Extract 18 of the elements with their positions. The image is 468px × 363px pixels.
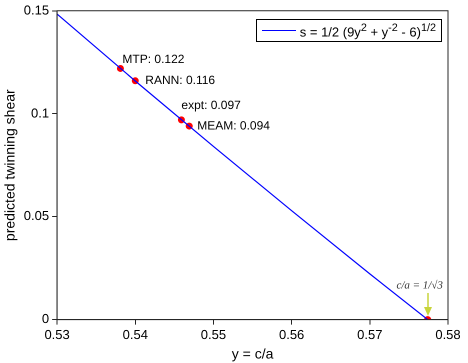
x-tick-label: 0.58 bbox=[435, 326, 461, 342]
data-label: RANN: 0.116 bbox=[145, 73, 216, 88]
y-tick-label: 0 bbox=[42, 311, 50, 326]
x-tick-label: 0.53 bbox=[44, 326, 70, 342]
annotation: c/a = 1/√3 bbox=[396, 279, 444, 292]
data-label: expt: 0.097 bbox=[181, 98, 242, 112]
y-tick-label: 0.05 bbox=[24, 208, 50, 224]
y-axis-title: predicted twinning shear bbox=[1, 88, 18, 242]
y-tick-label: 0.1 bbox=[31, 105, 50, 120]
x-tick-label: 0.54 bbox=[122, 326, 148, 342]
x-tick-label: 0.55 bbox=[200, 326, 226, 342]
data-label: MEAM: 0.094 bbox=[197, 118, 270, 132]
x-axis-title: y = c/a bbox=[232, 345, 274, 362]
data-label: MTP: 0.122 bbox=[122, 52, 185, 66]
legend-label: s = 1/2 (9y$^{2}$ + y$^{-2}$ - 6)$^{1/2}$ bbox=[300, 22, 436, 40]
y-tick-label: 0.15 bbox=[24, 2, 50, 18]
x-tick-label: 0.56 bbox=[278, 326, 304, 342]
x-tick-label: 0.57 bbox=[357, 326, 382, 342]
